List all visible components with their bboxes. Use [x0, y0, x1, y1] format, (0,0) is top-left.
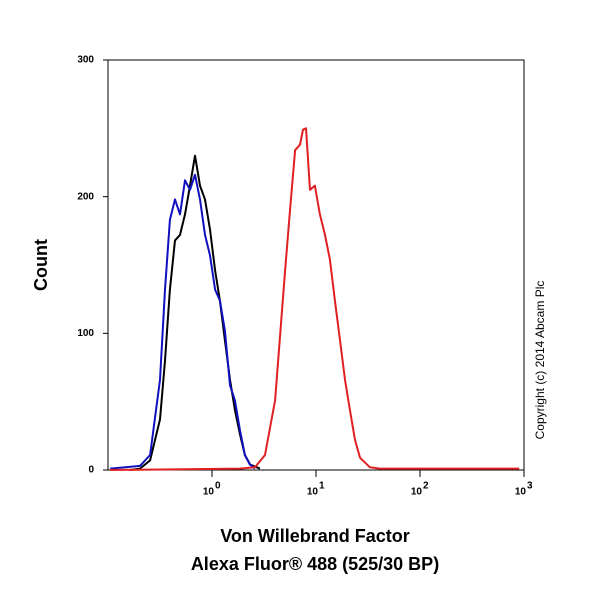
copyright: Copyright (c) 2014 Abcam Plc — [533, 281, 547, 440]
y-tick-label: 100 — [77, 328, 94, 339]
histogram-line — [129, 154, 261, 471]
y-tick-label: 200 — [77, 191, 94, 202]
histogram-line — [110, 173, 256, 470]
x-tick-exponent: 3 — [527, 481, 533, 492]
x-tick-exponent: 1 — [319, 481, 325, 492]
plot-frame — [107, 59, 525, 471]
histogram-line — [110, 127, 520, 471]
x-tick-exponent: 0 — [215, 481, 221, 492]
y-axis-label: Count — [31, 239, 51, 291]
x-tick-label: 10 — [203, 487, 215, 498]
x-tick-label: 10 — [411, 487, 423, 498]
x-tick-exponent: 2 — [423, 481, 429, 492]
x-tick-label: 10 — [515, 487, 527, 498]
x-axis-label: Von Willebrand Factor — [220, 526, 410, 546]
x-axis-label: Alexa Fluor® 488 (525/30 BP) — [191, 554, 439, 574]
y-tick-label: 300 — [77, 55, 94, 66]
x-tick-label: 10 — [307, 487, 319, 498]
y-tick-label: 0 — [88, 465, 94, 476]
